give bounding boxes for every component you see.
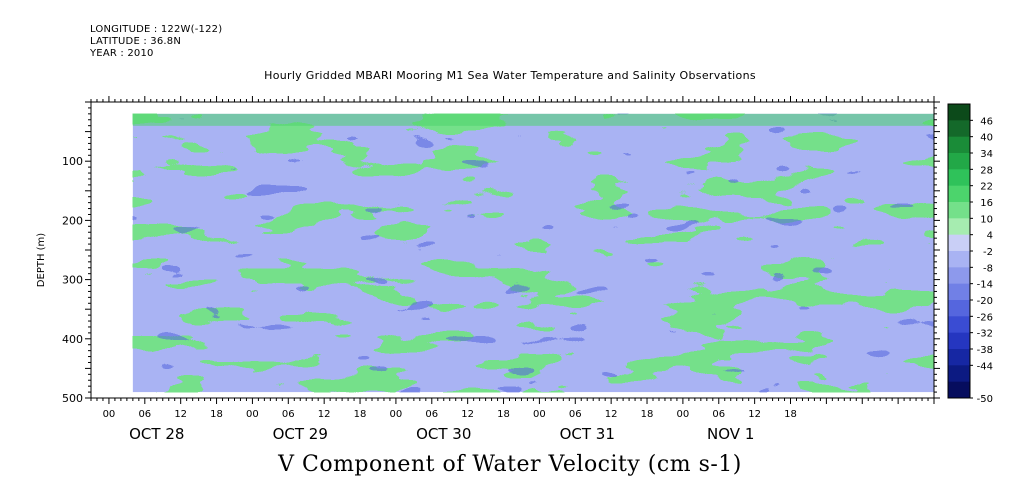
x-hour-tick-label: 06 [569,409,582,420]
x-hour-tick-label: 06 [712,409,725,420]
colorbar-label: 16 [980,198,993,209]
y-tick-label: 400 [62,333,83,346]
x-hour-tick-label: 00 [103,409,116,420]
colorbar-swatch [948,136,970,154]
colorbar-swatch [948,283,970,301]
colorbar: 46 40 34 28 22 16 10 4 -2 -8 -14 -20 -26 -32 -38 -44 -50 [947,103,993,405]
x-day-label: OCT 29 [273,425,328,443]
colorbar-label: 40 [980,133,993,144]
x-day-label: OCT 28 [129,425,184,443]
colorbar-label: -32 [977,329,993,340]
colorbar-label: -26 [977,312,993,323]
negative-velocity-cores [132,113,934,393]
colorbar-swatch [948,202,970,219]
y-tick-label: 500 [62,392,83,405]
x-hour-tick-label: 12 [461,409,474,420]
colorbar-swatch [948,251,970,268]
x-hour-tick-label: 12 [748,409,761,420]
colorbar-label: -44 [977,361,993,372]
x-day-label: NOV 1 [707,425,754,443]
colorbar-label: -38 [977,345,993,356]
colorbar-swatch [948,169,970,187]
x-hour-tick-label: 18 [641,409,654,420]
colorbar-swatch [948,332,970,350]
colorbar-label: 46 [980,116,993,127]
colorbar-label: -2 [983,247,993,258]
colorbar-swatch [948,218,970,236]
x-hour-tick-label: 18 [497,409,510,420]
x-axis-title: V Component of Water Velocity (cm s-1) [278,452,742,477]
plot-area [132,113,934,393]
colorbar-swatch [948,349,970,366]
surface-band [132,113,934,126]
colorbar-label: -8 [983,263,993,274]
y-tick-label: 300 [62,274,83,287]
x-hour-tick-label: 06 [282,409,295,420]
colorbar-swatch [948,104,970,121]
x-hour-tick-label: 18 [354,409,367,420]
colorbar-label: -20 [977,296,993,307]
colorbar-label: 10 [980,214,993,225]
y-axis-title: DEPTH (m) [36,233,47,287]
x-hour-tick-label: 18 [210,409,223,420]
colorbar-swatch [948,381,970,399]
x-day-label: OCT 31 [560,425,615,443]
x-hour-tick-label: 00 [390,409,403,420]
x-hour-tick-label: 00 [246,409,259,420]
colorbar-swatch [948,234,970,252]
x-hour-tick-label: 00 [533,409,546,420]
y-tick-label: 100 [62,155,83,168]
colorbar-label: 22 [980,182,993,193]
colorbar-label: 28 [980,165,993,176]
x-hour-tick-label: 18 [784,409,797,420]
x-hour-tick-label: 12 [174,409,187,420]
colorbar-swatch [948,185,970,203]
year-label: YEAR : 2010 [90,48,154,59]
colorbar-swatch [948,153,970,170]
colorbar-swatch [948,365,970,383]
x-hour-tick-label: 06 [138,409,151,420]
colorbar-label: 34 [980,149,993,160]
y-tick-label: 200 [62,214,83,227]
colorbar-swatch [948,300,970,317]
axes: 00 06 12 18 00 06 12 18 00 06 12 18 00 06 12 18 00 06 12 18… [36,96,940,443]
x-hour-tick-label: 00 [677,409,690,420]
colorbar-swatch [948,316,970,334]
x-hour-tick-label: 06 [425,409,438,420]
x-hour-tick-label: 12 [318,409,331,420]
chart-title: Hourly Gridded MBARI Mooring M1 Sea Wate… [264,69,756,82]
colorbar-label: -50 [977,394,993,405]
colorbar-swatch [948,120,970,138]
latitude-label: LATITUDE : 36.8N [90,36,182,47]
x-hour-tick-label: 12 [605,409,618,420]
colorbar-swatch [948,267,970,285]
colorbar-label: 4 [987,231,993,242]
x-day-label: OCT 30 [416,425,471,443]
longitude-label: LONGITUDE : 122W(-122) [90,24,223,35]
colorbar-label: -14 [977,280,993,291]
